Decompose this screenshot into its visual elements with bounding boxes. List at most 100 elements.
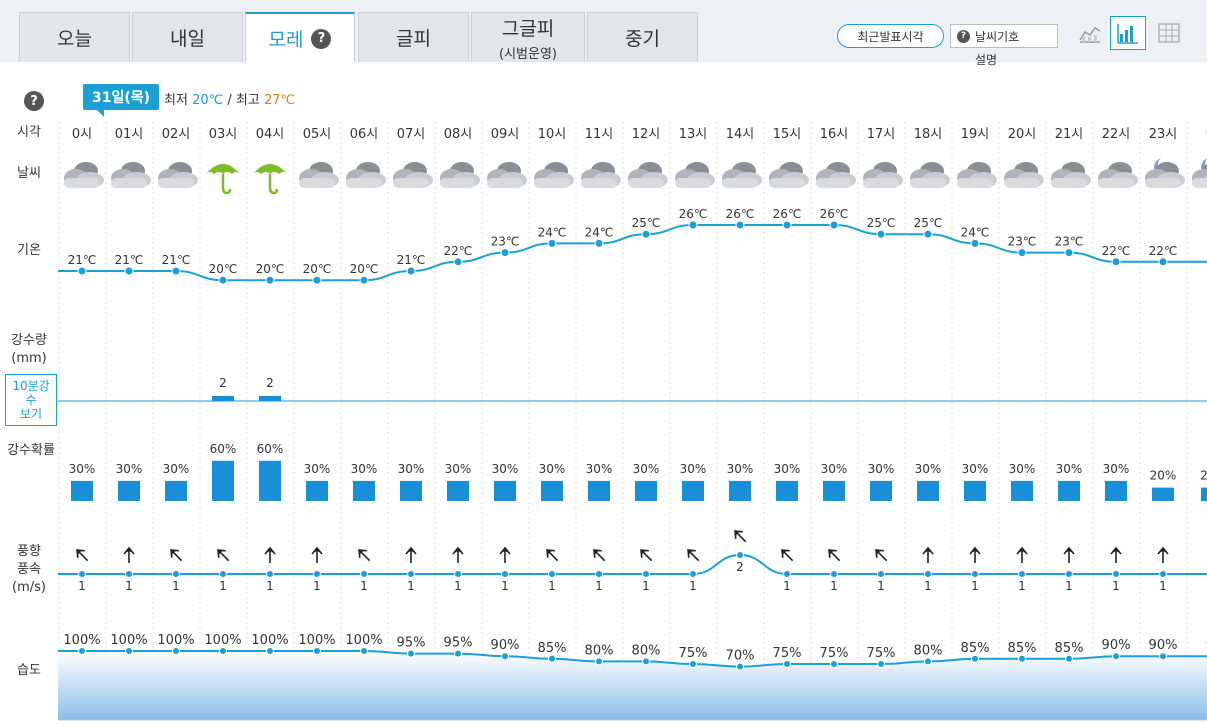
pop-bar xyxy=(1105,480,1127,501)
cloudy-icon xyxy=(534,162,574,188)
humidity-label: 9 xyxy=(1206,638,1207,653)
wind-speed-label: 1 xyxy=(595,579,603,593)
hour-label: 03시 xyxy=(209,127,238,142)
hour-label: 16시 xyxy=(820,127,849,142)
hour-label: 23시 xyxy=(1149,127,1178,142)
temp-label: 26℃ xyxy=(773,207,802,221)
humidity-label: 95% xyxy=(397,636,426,651)
temp-point xyxy=(500,248,510,258)
pop-bar xyxy=(682,480,704,501)
cloudy-icon xyxy=(722,162,762,188)
temp-label: 20℃ xyxy=(303,262,332,276)
wind-speed-label: 1 xyxy=(1018,579,1026,593)
cloudy-icon xyxy=(440,162,480,188)
temp-point xyxy=(265,275,275,285)
top-tab-bar: 오늘 내일 모레 ? 글피 그글피 (시범운영) 중기 최근발표시각 ? 날씨기… xyxy=(0,0,1207,67)
precip-label: 2 xyxy=(219,376,227,390)
humidity-label: 80% xyxy=(632,643,661,658)
cloudy-icon xyxy=(581,162,621,188)
humidity-point xyxy=(877,660,885,668)
pop-label: 30% xyxy=(351,462,378,476)
temp-point xyxy=(124,266,134,276)
cloudy-icon xyxy=(111,162,151,188)
cloudy-icon xyxy=(863,162,903,188)
wind-speed-label: 1 xyxy=(78,579,86,593)
precip-label-line1: 강수량 xyxy=(11,333,47,348)
wind-speed-label: 1 xyxy=(548,579,556,593)
hour-label: 0시 xyxy=(72,127,92,142)
hour-label: 09시 xyxy=(491,127,520,142)
help-icon[interactable]: ? xyxy=(24,91,44,111)
recent-announcement-button[interactable]: 최근발표시각 xyxy=(837,24,944,48)
wind-point xyxy=(830,570,838,578)
temp-point xyxy=(923,229,933,239)
pop-label: 60% xyxy=(210,442,237,456)
weather-symbol-legend-button[interactable]: ? 날씨기호 xyxy=(950,24,1058,48)
hour-label: 08시 xyxy=(444,127,473,142)
min-label: 최저 xyxy=(164,93,188,108)
humidity-point xyxy=(454,649,462,658)
pop-bar xyxy=(353,480,375,501)
temp-point xyxy=(594,238,604,248)
cloudy-icon xyxy=(675,162,715,188)
wind-point xyxy=(313,570,321,578)
day-badge: 31일(목) xyxy=(83,84,160,117)
humidity-label: 100% xyxy=(345,633,382,648)
cloudy-icon xyxy=(910,162,950,188)
pop-label: 30% xyxy=(680,462,707,476)
tab-tomorrow[interactable]: 내일 xyxy=(132,12,243,62)
temp-point xyxy=(547,238,557,248)
row-label-time: 시각 xyxy=(17,125,41,140)
cloudy-icon xyxy=(1004,162,1044,188)
wind-point xyxy=(1065,570,1073,578)
tab-midterm[interactable]: 중기 xyxy=(587,12,698,62)
line-graph-view-icon[interactable] xyxy=(1072,16,1108,50)
humidity-point xyxy=(313,647,321,655)
wind-point xyxy=(1018,570,1026,578)
pop-label: 30% xyxy=(586,462,613,476)
row-label-precip: 강수량 (mm) xyxy=(0,332,58,368)
temp-label: 24℃ xyxy=(961,225,990,239)
tab-4days[interactable]: 그글피 (시범운영) xyxy=(471,12,585,62)
humidity-label: 70% xyxy=(726,649,755,664)
humidity-label: 85% xyxy=(538,641,567,656)
temp-label: 21℃ xyxy=(162,253,191,267)
tab-3days[interactable]: 글피 xyxy=(358,12,469,62)
help-icon[interactable]: ? xyxy=(311,28,332,49)
temp-label: 20℃ xyxy=(350,262,379,276)
precip-bar xyxy=(259,396,281,401)
temp-point xyxy=(782,220,792,230)
wind-speed-label: 1 xyxy=(454,579,462,593)
wind-speed-label: 1 xyxy=(1159,579,1167,593)
pop-label: 30% xyxy=(962,462,989,476)
row-label-pop: 강수확률 xyxy=(7,443,55,458)
temp-label: 26℃ xyxy=(726,207,755,221)
table-view-icon[interactable] xyxy=(1151,16,1187,50)
humidity-point xyxy=(595,657,603,666)
pop-bar xyxy=(541,480,563,501)
hour-label: 02시 xyxy=(162,127,191,142)
humidity-label: 85% xyxy=(1008,641,1037,656)
wind-speed-label: 1 xyxy=(313,579,321,593)
tab-today[interactable]: 오늘 xyxy=(19,12,130,62)
ten-minute-rain-button[interactable]: 10분강 수 보기 xyxy=(5,374,57,426)
tab-day-after-label: 모레 xyxy=(268,29,304,51)
humidity-label: 100% xyxy=(63,633,100,648)
precip-label: 2 xyxy=(266,376,274,390)
wind-speed-label: 1 xyxy=(877,579,885,593)
cloudy-night-icon xyxy=(1145,158,1185,188)
pop-label: 30% xyxy=(774,462,801,476)
tab-day-after-tomorrow[interactable]: 모레 ? xyxy=(245,12,355,63)
pop-label: 30% xyxy=(304,462,331,476)
pop-bar xyxy=(1058,480,1080,501)
pop-bar xyxy=(776,480,798,501)
cloudy-icon xyxy=(816,162,856,188)
bar-graph-view-icon[interactable] xyxy=(1110,16,1146,50)
min-temp-value: 20℃ xyxy=(192,93,224,108)
wind-label-line2: 풍속 xyxy=(17,562,41,577)
temp-point xyxy=(218,275,228,285)
cloudy-night-icon xyxy=(1192,158,1207,188)
wind-direction-arrow xyxy=(593,549,606,562)
pop-bar xyxy=(870,480,892,501)
hour-label: 0 xyxy=(1206,127,1207,142)
